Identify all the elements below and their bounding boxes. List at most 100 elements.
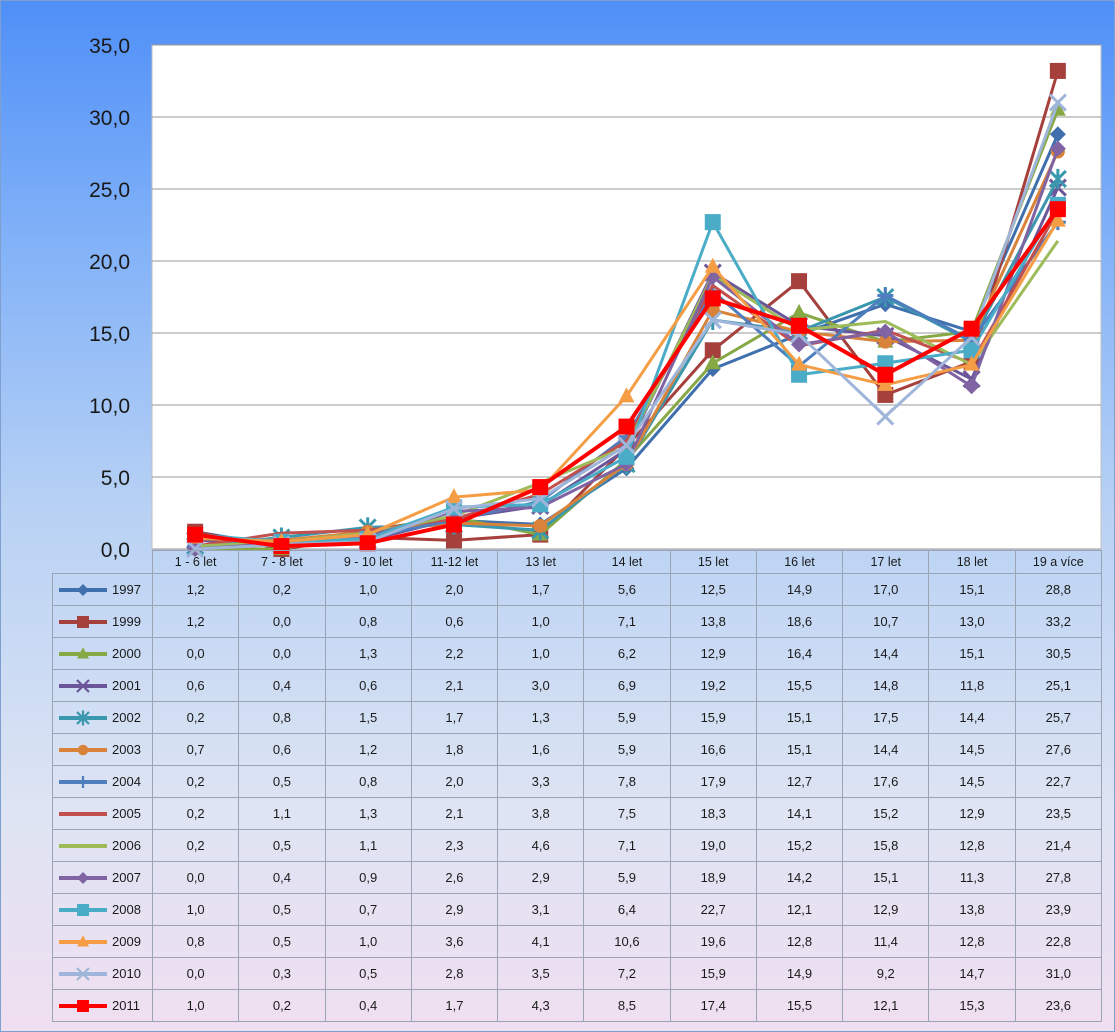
data-point [77, 871, 89, 884]
legend-entry: 2003 [52, 733, 153, 766]
data-label: 4,6 [497, 829, 585, 862]
data-point [1049, 201, 1066, 218]
legend-entry: 2001 [52, 669, 153, 702]
data-point [704, 290, 721, 307]
legend-label: 1999 [112, 614, 141, 630]
data-label: 0,5 [324, 957, 412, 990]
table-row: 2007 0,0 0,4 0,9 2,6 2,9 5,9 18,9 14,2 15,1 11,3 27… [52, 861, 1102, 894]
data-label: 7,1 [583, 605, 671, 638]
legend-label: 2009 [112, 934, 141, 950]
data-label: 12,1 [842, 989, 930, 1022]
data-label: 14,5 [928, 765, 1016, 798]
data-point [445, 532, 462, 549]
y-tick-label: 25,0 [89, 179, 130, 202]
data-label: 17,6 [842, 765, 930, 798]
table-row: 2004 0,2 0,5 0,8 2,0 3,3 7,8 17,9 12,7 17,6 14,5 22… [52, 765, 1102, 798]
x-tick-label: 18 let [928, 550, 1016, 574]
data-label: 17,5 [842, 701, 930, 734]
x-tick-label: 19 a více [1014, 550, 1102, 574]
data-label: 17,4 [669, 989, 757, 1022]
table-row: 2006 0,2 0,5 1,1 2,3 4,6 7,1 19,0 15,2 15,8 12,8 21… [52, 829, 1102, 862]
data-point [77, 999, 89, 1012]
legend-entry: 2000 [52, 637, 153, 670]
data-label: 15,2 [755, 829, 844, 862]
data-point [1049, 140, 1066, 157]
legend-key-icon [59, 775, 107, 788]
data-label: 14,2 [755, 861, 844, 894]
data-point [791, 273, 808, 290]
data-label: 1,7 [410, 701, 499, 734]
data-point [703, 310, 722, 330]
y-tick-label: 15,0 [89, 323, 130, 346]
data-label: 8,5 [583, 989, 671, 1022]
data-point [532, 479, 549, 496]
data-point [76, 678, 90, 693]
data-label: 0,6 [410, 605, 499, 638]
legend-key-icon [59, 811, 107, 816]
y-tick-label: 5,0 [101, 467, 130, 490]
data-label: 2,3 [410, 829, 499, 862]
data-label: 2,1 [410, 797, 499, 830]
legend-entry: 2010 [52, 957, 153, 990]
data-point [1048, 93, 1067, 112]
data-label: 15,8 [842, 829, 930, 862]
data-label: 5,9 [583, 701, 671, 734]
data-point [187, 526, 204, 543]
data-label: 17,0 [842, 573, 930, 606]
data-label: 6,4 [583, 893, 671, 926]
data-point [1048, 168, 1067, 189]
data-label: 13,0 [928, 605, 1016, 638]
data-label: 15,5 [755, 669, 844, 702]
data-label: 30,5 [1014, 637, 1102, 670]
data-label: 15,3 [928, 989, 1016, 1022]
data-label: 1,3 [497, 701, 585, 734]
x-tick-label: 15 let [669, 550, 757, 574]
table-row: 2003 0,7 0,6 1,2 1,8 1,6 5,9 16,6 15,1 14,4 14,5 27… [52, 733, 1102, 766]
data-label: 12,8 [928, 829, 1016, 862]
legend-label: 2000 [112, 646, 141, 662]
data-label: 12,5 [669, 573, 757, 606]
table-row: 2000 0,0 0,0 1,3 2,2 1,0 6,2 12,9 16,4 14,4 15,1 30… [52, 637, 1102, 670]
data-point [77, 744, 89, 756]
data-point [77, 583, 89, 596]
legend-key-icon [59, 935, 107, 947]
data-label: 3,8 [497, 797, 585, 830]
data-point [76, 710, 90, 726]
data-point [1049, 62, 1066, 79]
data-point [877, 386, 894, 403]
data-label: 1,3 [324, 797, 412, 830]
data-label: 0,5 [238, 925, 326, 958]
data-label: 14,1 [755, 797, 844, 830]
legend-label: 2001 [112, 678, 141, 694]
data-point [963, 378, 980, 395]
data-label: 1,1 [324, 829, 412, 862]
data-label: 0,6 [238, 733, 326, 766]
data-label: 0,2 [238, 989, 326, 1022]
data-point [359, 535, 376, 552]
x-tick-label: 14 let [583, 550, 671, 574]
data-label: 2,0 [410, 765, 499, 798]
x-tick-label: 7 - 8 let [238, 550, 326, 574]
data-label: 3,3 [497, 765, 585, 798]
legend-entry: 2007 [52, 861, 153, 894]
data-label: 0,2 [151, 701, 240, 734]
data-point [704, 257, 721, 273]
data-label: 0,9 [324, 861, 412, 894]
data-label: 1,7 [497, 573, 585, 606]
data-label: 0,8 [324, 605, 412, 638]
data-point [963, 355, 980, 371]
data-label: 22,7 [1014, 765, 1102, 798]
data-label: 10,6 [583, 925, 671, 958]
data-label: 1,7 [410, 989, 499, 1022]
data-point [618, 418, 635, 435]
data-label: 1,0 [151, 893, 240, 926]
legend-key-icon [59, 744, 107, 756]
data-label: 0,5 [238, 829, 326, 862]
legend-key-icon [59, 583, 107, 596]
data-label: 12,7 [755, 765, 844, 798]
legend-key-icon [59, 999, 107, 1012]
data-label: 0,7 [151, 733, 240, 766]
data-label: 0,5 [238, 893, 326, 926]
table-row: 2009 0,8 0,5 1,0 3,6 4,1 10,6 19,6 12,8 11,4 12,8 2… [52, 925, 1102, 958]
data-label: 1,3 [324, 637, 412, 670]
